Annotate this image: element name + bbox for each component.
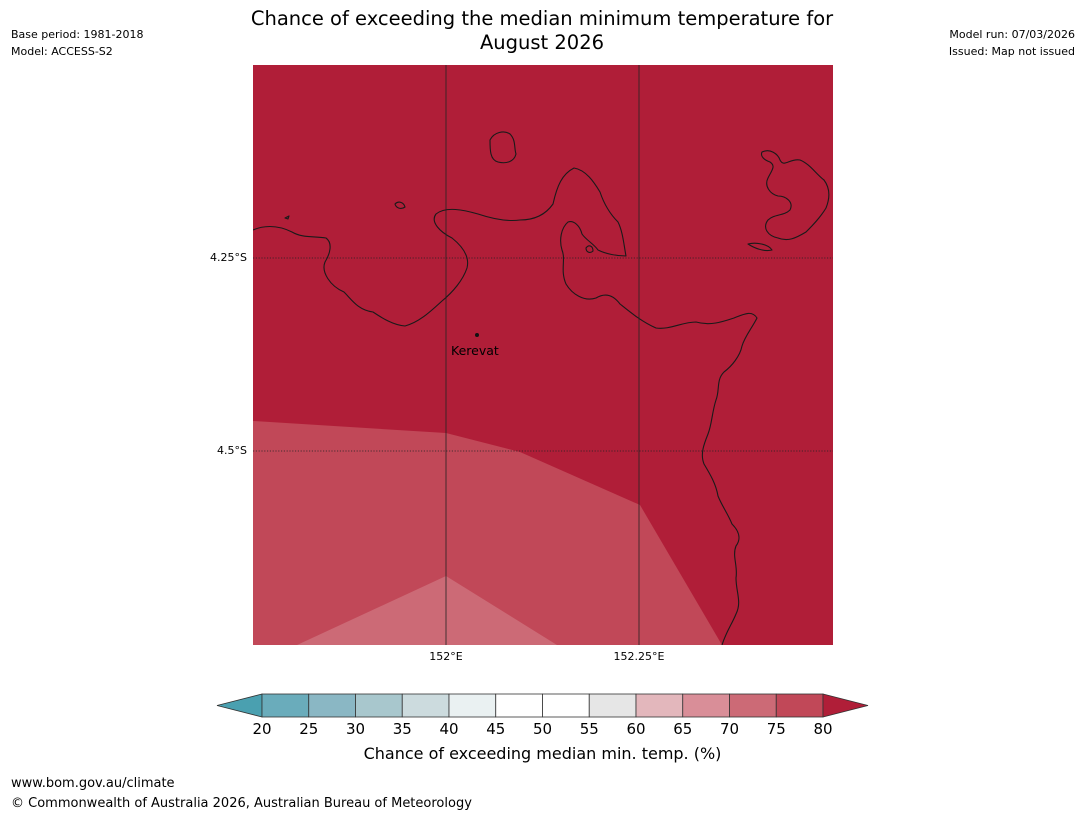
east-islet xyxy=(747,242,773,252)
colorbar-tick-70: 70 xyxy=(719,720,740,738)
graticule xyxy=(253,65,833,645)
model-text: Model: ACCESS-S2 xyxy=(11,45,113,58)
zone-75-80 xyxy=(253,421,722,645)
colorbar-segment-55-60 xyxy=(588,693,637,718)
colorbar-tick-40: 40 xyxy=(439,720,459,738)
map-title: Chance of exceeding the median minimum t… xyxy=(142,7,942,55)
probability-field xyxy=(253,65,833,645)
issued-text: Issued: Map not issued xyxy=(948,45,1075,58)
colorbar-segment-35-40 xyxy=(401,693,450,718)
zone-70-75 xyxy=(297,576,557,645)
title-line-1: Chance of exceeding the median minimum t… xyxy=(250,7,834,30)
colorbar xyxy=(216,693,869,718)
colorbar-tick-45: 45 xyxy=(486,720,506,738)
colorbar-tick-30: 30 xyxy=(345,720,366,738)
colorbar-segment-45-50 xyxy=(495,693,543,718)
place-label-kerevat: Kerevat xyxy=(451,343,499,358)
colorbar-segment-75-80 xyxy=(775,693,824,718)
kerevat-marker xyxy=(475,333,479,337)
footer-url: www.bom.gov.au/climate xyxy=(11,776,175,791)
east-islands xyxy=(760,150,830,241)
lon-label-152: 152°E xyxy=(429,650,463,663)
colorbar-segment-gt80 xyxy=(822,693,869,718)
footer-copyright: © Commonwealth of Australia 2026, Austra… xyxy=(11,796,472,811)
main-coastline xyxy=(253,167,758,645)
colorbar-label: Chance of exceeding median min. temp. (%… xyxy=(363,744,722,763)
colorbar-segment-60-65 xyxy=(635,693,684,718)
metadata-left: Base period: 1981-2018 Model: ACCESS-S2 xyxy=(11,26,143,60)
colorbar-tick-75: 75 xyxy=(766,720,786,738)
colorbar-tick-25: 25 xyxy=(299,720,319,738)
lon-label-152-25: 152.25°E xyxy=(613,650,665,663)
colorbar-segment-25-30 xyxy=(308,693,356,718)
colorbar-segment-70-75 xyxy=(729,693,777,718)
colorbar-segment-65-70 xyxy=(682,693,730,718)
colorbar-tick-50: 50 xyxy=(532,720,553,738)
model-run-text: Model run: 07/03/2026 xyxy=(949,28,1075,41)
colorbar-tick-20: 20 xyxy=(252,720,272,738)
colorbar-tick-55: 55 xyxy=(579,720,599,738)
colorbar-tick-35: 35 xyxy=(392,720,412,738)
colorbar-segment-lt20 xyxy=(216,693,263,718)
coastline xyxy=(253,131,830,645)
colorbar-segment-50-55 xyxy=(542,693,590,718)
inner-islet xyxy=(585,245,594,253)
base-period-text: Base period: 1981-2018 xyxy=(11,28,144,41)
colorbar-segment-30-35 xyxy=(355,693,403,718)
colorbar-tick-80: 80 xyxy=(813,720,833,738)
west-point xyxy=(284,215,290,220)
colorbar-segment-40-45 xyxy=(448,693,497,718)
metadata-right: Model run: 07/03/2026 Issued: Map not is… xyxy=(949,26,1075,60)
small-islet xyxy=(394,201,406,209)
north-island xyxy=(489,131,517,164)
colorbar-tick-60: 60 xyxy=(626,720,646,738)
lat-label-4-5: 4.5°S xyxy=(217,444,247,457)
lat-label-4-25: 4.25°S xyxy=(210,251,247,264)
colorbar-tick-65: 65 xyxy=(673,720,693,738)
title-line-2: August 2026 xyxy=(479,31,605,54)
colorbar-segment-20-25 xyxy=(261,693,310,718)
